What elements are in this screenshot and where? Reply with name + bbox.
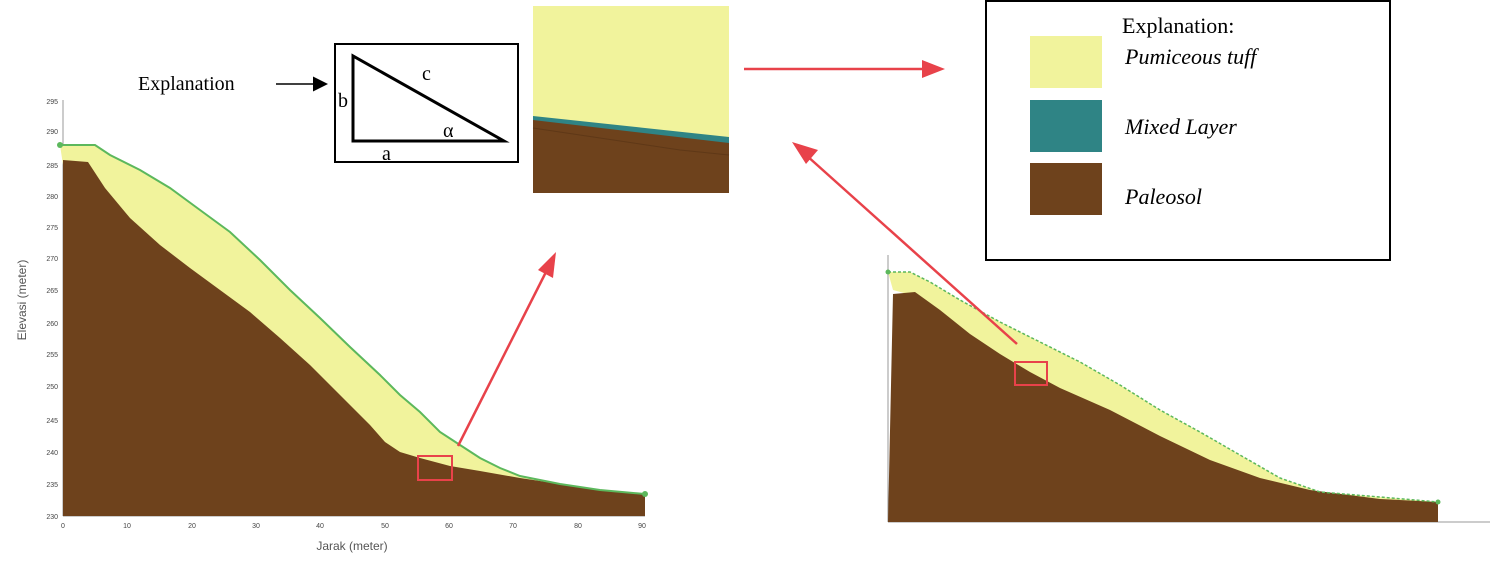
legend-arrow [744,60,945,78]
left-y-ticks: 295 290 285 280 275 270 265 260 255 250 … [46,99,58,521]
y-tick-label: 295 [46,99,58,106]
legend-label-tuff: Pumiceous tuff [1124,44,1259,69]
zoom-inset [532,6,730,193]
y-tick-label: 245 [46,418,58,425]
left-tuff-layer [60,145,645,494]
x-tick-label: 60 [445,523,453,530]
right-surface-line [888,271,1439,503]
x-tick-label: 50 [381,523,389,530]
y-tick-label: 270 [46,256,58,263]
left-x-ticks: 0 10 20 30 40 50 60 70 80 90 [61,523,646,530]
legend-title: Explanation: [1122,13,1234,38]
y-tick-label: 285 [46,163,58,170]
x-tick-label: 30 [252,523,260,530]
legend: Explanation: Pumiceous tuff Mixed Layer … [985,0,1391,261]
y-tick-label: 290 [46,129,58,136]
right-highlight-box [1014,361,1048,386]
left-y-axis-title: Elevasi (meter) [15,260,29,341]
left-highlight-box [417,455,453,481]
y-tick-label: 240 [46,450,58,457]
legend-label-mixed: Mixed Layer [1124,114,1237,139]
triangle-side-c: c [422,63,431,85]
right-surface-end-point [1435,499,1441,505]
x-tick-label: 80 [574,523,582,530]
left-surface-end-point [642,491,648,497]
y-tick-label: 250 [46,384,58,391]
legend-swatch-mixed [1030,100,1102,152]
triangle-angle-alpha: α [443,120,454,142]
x-tick-label: 40 [316,523,324,530]
right-profile [885,255,1490,523]
triangle-side-b: b [338,90,348,112]
y-tick-label: 265 [46,288,58,295]
left-paleosol-layer [63,160,645,516]
left-profile: 295 290 285 280 275 270 265 260 255 250 … [15,99,648,553]
y-tick-label: 260 [46,321,58,328]
legend-swatch-paleosol [1030,163,1102,215]
triangle-explanation-label: Explanation [138,73,235,95]
y-tick-label: 255 [46,352,58,359]
y-tick-label: 275 [46,225,58,232]
inset-paleosol [533,120,729,193]
right-surface-start-point [885,269,891,275]
left-x-axis-title: Jarak (meter) [316,539,387,553]
right-paleosol-layer [888,292,1438,522]
zoom-arrow-left [456,252,556,447]
inset-texture-line [532,127,730,156]
zoom-arrow-right [792,142,1018,345]
x-tick-label: 20 [188,523,196,530]
x-tick-label: 0 [61,523,65,530]
legend-swatch-tuff [1030,36,1102,88]
x-tick-label: 70 [509,523,517,530]
y-tick-label: 230 [46,514,58,521]
left-surface-line [60,144,646,495]
x-tick-label: 90 [638,523,646,530]
y-tick-label: 235 [46,482,58,489]
x-tick-label: 10 [123,523,131,530]
triangle-side-a: a [382,143,391,165]
left-surface-start-point [57,142,63,148]
right-tuff-layer [888,272,1438,502]
triangle-explanation: Explanation b c a α [138,43,519,165]
legend-label-paleosol: Paleosol [1124,184,1202,209]
right-triangle [351,53,510,143]
y-tick-label: 280 [46,194,58,201]
